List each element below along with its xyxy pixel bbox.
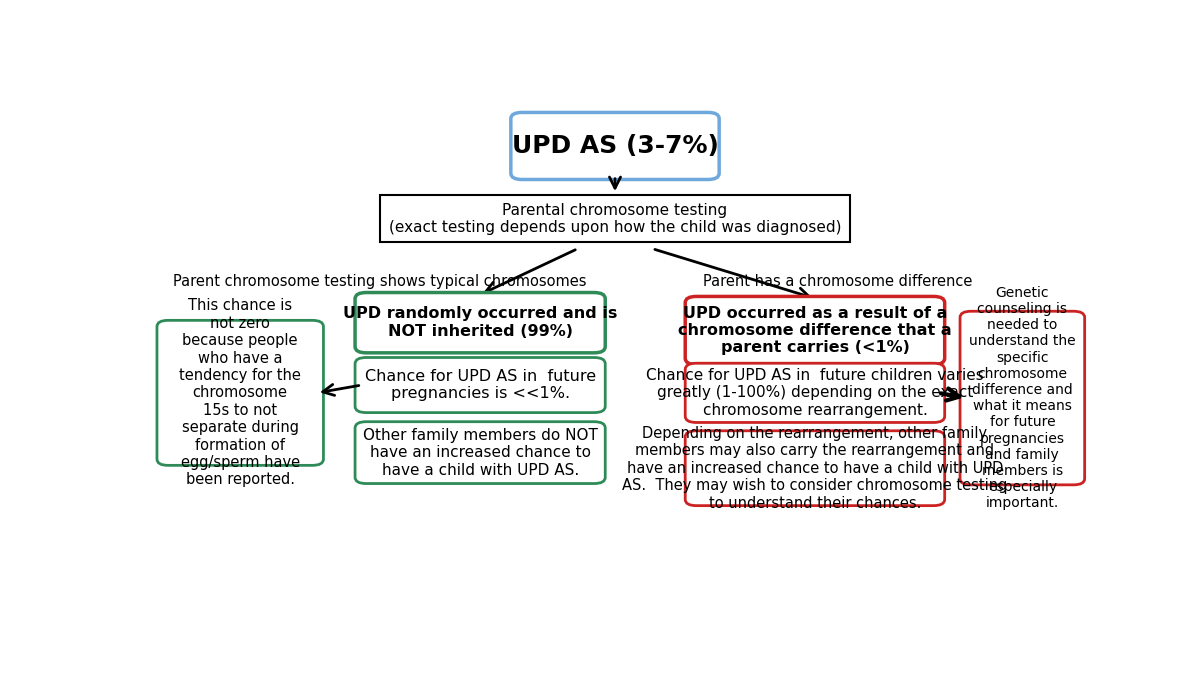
FancyBboxPatch shape [355, 292, 605, 353]
Text: Depending on the rearrangement, other family
members may also carry the rearrang: Depending on the rearrangement, other fa… [623, 426, 1008, 510]
Text: Other family members do NOT
have an increased chance to
have a child with UPD AS: Other family members do NOT have an incr… [362, 428, 598, 477]
FancyBboxPatch shape [685, 431, 944, 506]
FancyBboxPatch shape [157, 321, 324, 465]
FancyBboxPatch shape [379, 195, 851, 242]
Text: Parent has a chromosome difference: Parent has a chromosome difference [703, 273, 973, 289]
Text: Genetic
counseling is
needed to
understand the
specific
chromosome
difference an: Genetic counseling is needed to understa… [970, 286, 1075, 510]
Text: Parent chromosome testing shows typical chromosomes: Parent chromosome testing shows typical … [173, 273, 587, 289]
Text: Chance for UPD AS in  future
pregnancies is <<1%.: Chance for UPD AS in future pregnancies … [365, 369, 595, 401]
Text: This chance is
not zero
because people
who have a
tendency for the
chromosome
15: This chance is not zero because people w… [179, 298, 301, 487]
Text: UPD AS (3-7%): UPD AS (3-7%) [511, 134, 719, 158]
Text: Chance for UPD AS in  future children varies
greatly (1-100%) depending on the e: Chance for UPD AS in future children var… [646, 368, 984, 418]
FancyBboxPatch shape [685, 296, 944, 364]
FancyBboxPatch shape [511, 113, 719, 180]
FancyBboxPatch shape [355, 422, 605, 483]
Text: UPD occurred as a result of a
chromosome difference that a
parent carries (<1%): UPD occurred as a result of a chromosome… [678, 306, 952, 355]
FancyBboxPatch shape [355, 358, 605, 412]
FancyBboxPatch shape [960, 311, 1085, 485]
Text: UPD randomly occurred and is
NOT inherited (99%): UPD randomly occurred and is NOT inherit… [343, 306, 617, 339]
Text: Parental chromosome testing
(exact testing depends upon how the child was diagno: Parental chromosome testing (exact testi… [389, 202, 841, 235]
FancyBboxPatch shape [685, 363, 944, 423]
